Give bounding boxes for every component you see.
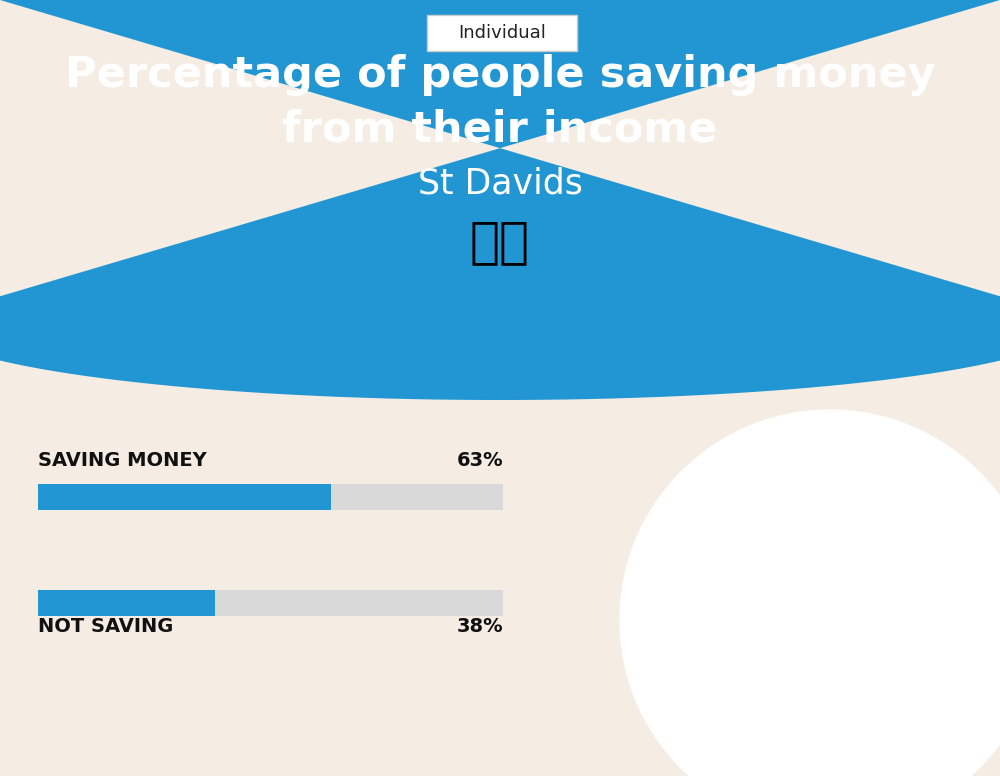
Bar bbox=[38, 484, 503, 510]
Text: Percentage of people saving money: Percentage of people saving money bbox=[65, 54, 935, 96]
FancyBboxPatch shape bbox=[427, 15, 577, 51]
Text: from their income: from their income bbox=[282, 109, 718, 151]
Text: SAVING MONEY: SAVING MONEY bbox=[38, 451, 207, 469]
Text: 63%: 63% bbox=[456, 451, 503, 469]
Bar bbox=[38, 484, 331, 510]
Text: 🇬🇧: 🇬🇧 bbox=[470, 218, 530, 266]
Bar bbox=[38, 590, 503, 616]
Text: 38%: 38% bbox=[456, 616, 503, 636]
Text: NOT SAVING: NOT SAVING bbox=[38, 616, 173, 636]
Circle shape bbox=[620, 410, 1000, 776]
Text: St Davids: St Davids bbox=[418, 166, 582, 200]
Polygon shape bbox=[0, 0, 1000, 400]
Text: Individual: Individual bbox=[458, 24, 546, 42]
Bar bbox=[38, 590, 215, 616]
